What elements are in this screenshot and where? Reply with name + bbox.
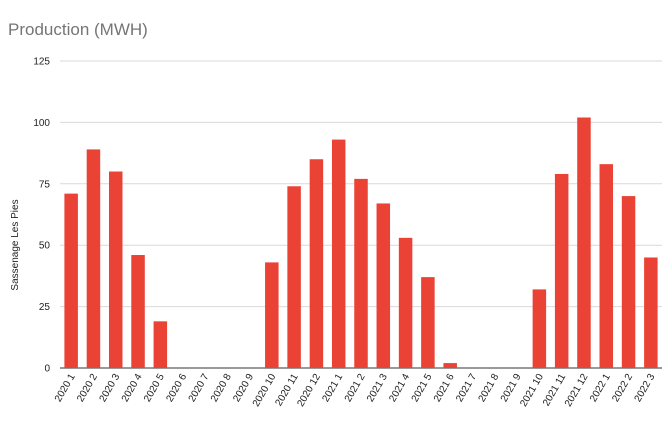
bar [621,196,636,368]
y-tick-label: 50 [39,241,51,252]
bar [398,237,413,368]
bar [599,164,614,368]
x-tick-label: 2021 4 [387,372,412,404]
bar [354,178,368,368]
x-tick-label: 2021 2 [343,372,368,404]
y-tick-label: 125 [33,57,50,68]
x-tick-label: 2020 6 [164,372,189,404]
bar [153,321,168,368]
bar [64,193,78,368]
x-tick-label: 2020 8 [209,372,234,404]
x-tick-label: 2020 7 [187,372,212,404]
y-tick-label: 75 [39,179,51,190]
bar [287,186,301,368]
x-tick-label: 2020 5 [142,372,167,404]
bar [644,257,658,368]
bar [554,173,569,368]
x-tick-label: 2021 7 [454,372,479,404]
x-tick-label: 2020 2 [75,372,100,404]
x-tick-label: 2021 6 [432,372,457,404]
x-tick-label: 2020 3 [98,372,123,404]
x-tick-label: 2021 5 [410,372,435,404]
bar [86,149,101,368]
x-tick-label: 2022 2 [610,372,635,404]
x-tick-label: 2022 1 [588,372,613,404]
bar [265,262,279,368]
x-tick-label: 2021 8 [477,372,502,404]
bar [421,277,435,368]
y-tick-label: 25 [39,302,51,313]
bar [443,363,457,368]
bar [532,289,547,368]
y-tick-label: 100 [33,118,50,129]
bar [376,203,391,368]
y-axis-label: Sassenage Les Pies [10,199,21,290]
y-tick-label: 0 [44,364,50,375]
bar [331,139,346,368]
bar [108,171,123,368]
x-tick-label: 2020 4 [120,372,145,404]
x-tick-label: 2021 3 [365,372,390,404]
x-tick-label: 2021 1 [320,372,345,404]
bar [131,255,145,368]
bars [64,117,658,368]
bar [577,117,591,368]
chart-title: Production (MWH) [8,20,148,39]
x-tick-label: 2022 3 [633,372,658,404]
x-tick-label: 2020 1 [53,372,78,404]
bar [309,159,324,368]
y-axis-ticks: 0 25 50 75 100 125 [33,57,50,375]
